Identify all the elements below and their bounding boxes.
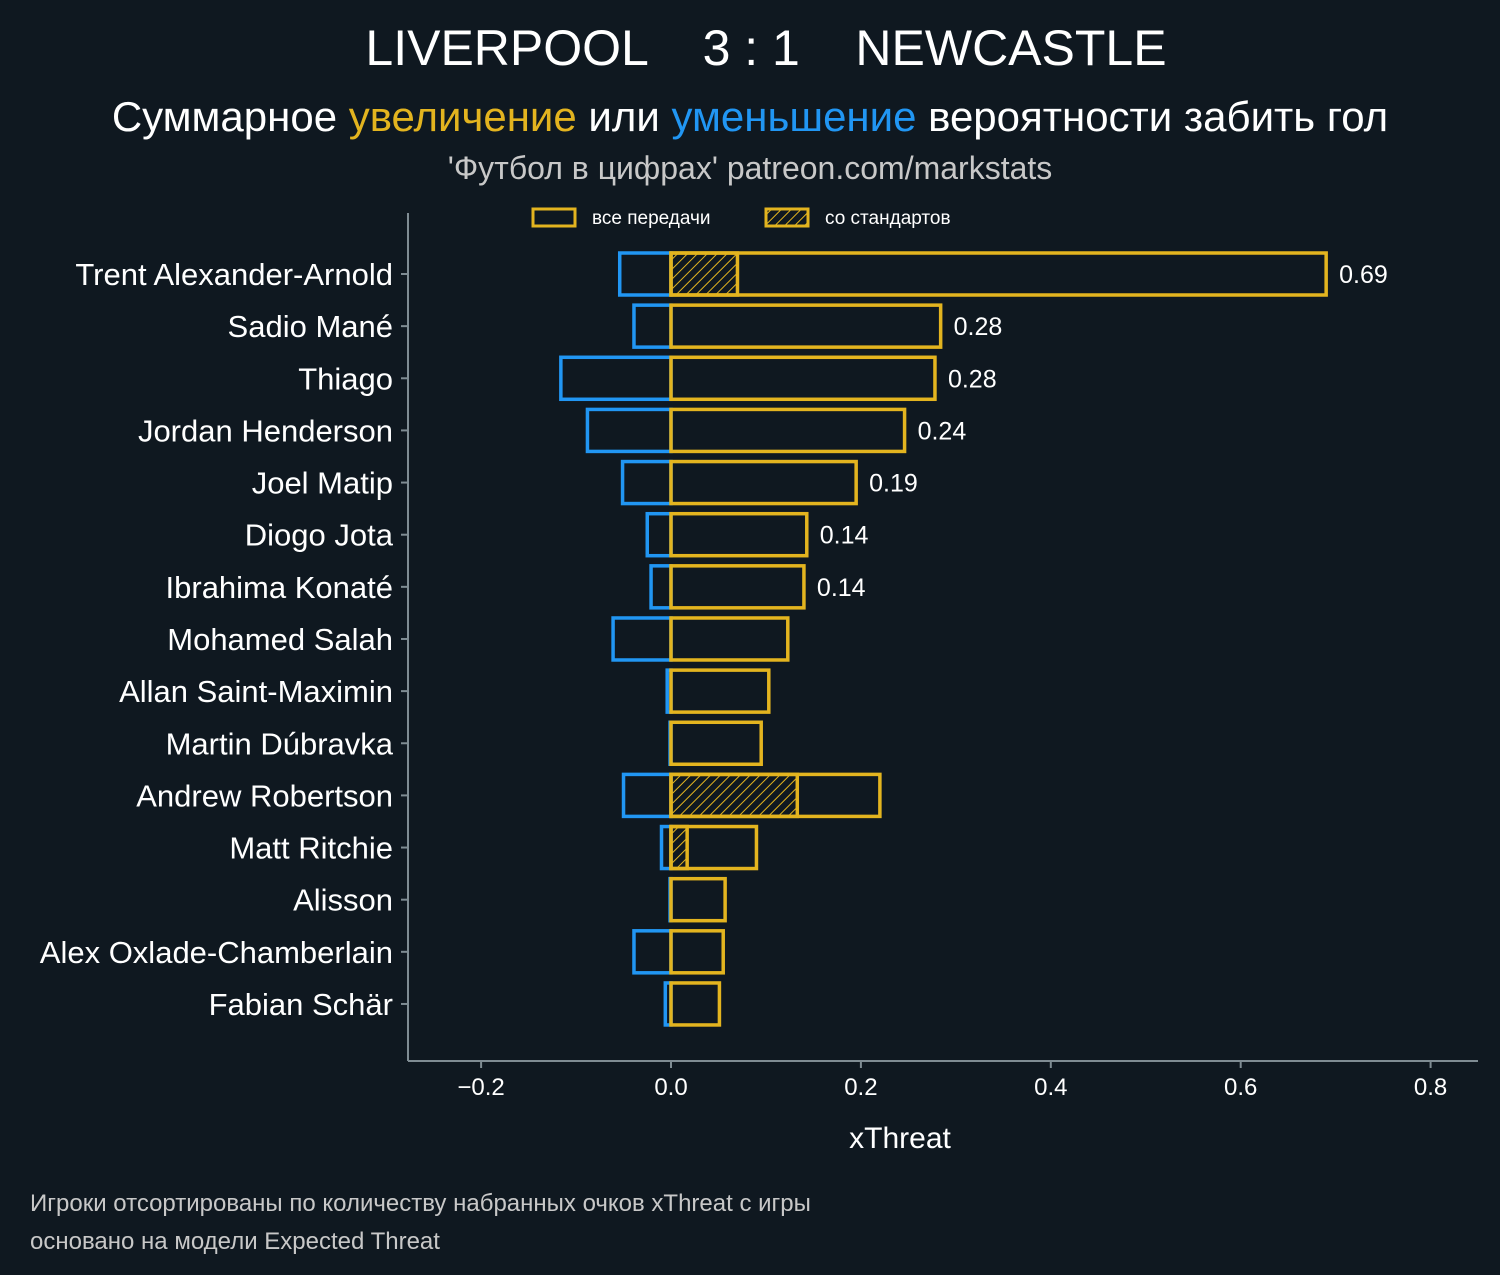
x-tick-label: 0.8 xyxy=(1414,1074,1447,1101)
axes-layer: Trent Alexander-Arnold Sadio Mané Thiago Jo… xyxy=(40,213,1478,1101)
y-tick-label: Diogo Jota xyxy=(245,518,394,553)
bar-all-passes xyxy=(669,720,763,767)
bar-all-passes xyxy=(669,355,937,402)
x-tick-label: 0.6 xyxy=(1224,1074,1257,1101)
y-tick-label: Ibrahima Konaté xyxy=(166,570,393,605)
subtitle-part-plain: вероятности забить гол xyxy=(916,93,1388,140)
chart-subtitle: Суммарное увеличение или уменьшение веро… xyxy=(112,93,1388,140)
y-tick-label: Trent Alexander-Arnold xyxy=(75,257,393,292)
value-label: 0.19 xyxy=(869,470,918,498)
legend-label-set-pieces: со стандартов xyxy=(825,208,951,229)
y-tick-label: Mohamed Salah xyxy=(167,622,393,657)
y-tick-label: Thiago xyxy=(298,361,393,396)
bar-decrease xyxy=(632,929,673,975)
value-label: 0.28 xyxy=(948,365,997,393)
x-tick-label: 0.2 xyxy=(844,1074,877,1101)
bar-decrease xyxy=(645,511,673,558)
x-tick-label: 0.0 xyxy=(654,1074,687,1101)
bar-decrease xyxy=(585,407,673,454)
chart-source: 'Футбол в цифрах' patreon.com/markstats xyxy=(448,150,1053,186)
bar-set-pieces xyxy=(669,772,800,819)
y-tick-label: Joel Matip xyxy=(252,466,393,501)
y-tick-label: Alex Oxlade-Chamberlain xyxy=(40,935,393,970)
x-tick-label: −0.2 xyxy=(457,1074,504,1101)
legend-swatch-all-passes xyxy=(531,207,577,228)
subtitle-part-increase: увеличение xyxy=(349,93,577,140)
legend: все передачи со стандартов xyxy=(531,207,951,229)
y-tick-label: Jordan Henderson xyxy=(138,413,393,448)
bar-all-passes xyxy=(669,303,943,349)
bar-all-passes xyxy=(669,459,858,506)
value-label: 0.14 xyxy=(820,522,869,550)
bar-decrease xyxy=(649,564,673,610)
bar-all-passes xyxy=(669,668,771,714)
bar-all-passes xyxy=(669,564,806,610)
subtitle-part-plain: Суммарное xyxy=(112,93,349,140)
value-label: 0.24 xyxy=(918,417,967,445)
bar-all-passes xyxy=(669,407,907,454)
y-tick-label: Fabian Schär xyxy=(209,987,393,1022)
y-tick-label: Allan Saint-Maximin xyxy=(119,674,393,709)
x-tick-label: 0.4 xyxy=(1034,1074,1067,1101)
bar-set-pieces xyxy=(669,824,689,871)
chart-title: LIVERPOOL 3 : 1 NEWCASTLE xyxy=(365,20,1166,76)
bars-layer: 0.690.280.280.240.190.140.14 xyxy=(559,251,1388,1027)
bar-all-passes xyxy=(669,616,790,662)
y-tick-label: Martin Dúbravka xyxy=(166,726,394,761)
bar-decrease xyxy=(621,772,673,819)
bar-all-passes xyxy=(669,876,727,923)
bar-all-passes xyxy=(669,251,1328,297)
subtitle-part-decrease: уменьшение xyxy=(672,93,917,140)
y-tick-label: Andrew Robertson xyxy=(136,778,393,813)
value-label: 0.28 xyxy=(954,313,1003,341)
bar-decrease xyxy=(620,459,673,506)
y-tick-label: Alisson xyxy=(293,883,393,918)
bar-decrease xyxy=(632,303,673,349)
subtitle-part-plain: или xyxy=(577,93,672,140)
y-tick-label: Matt Ritchie xyxy=(229,831,393,866)
bar-all-passes xyxy=(669,929,725,975)
bar-all-passes xyxy=(669,511,809,558)
y-tick-label: Sadio Mané xyxy=(228,309,393,344)
bar-decrease xyxy=(611,616,673,662)
bar-all-passes xyxy=(669,772,882,819)
bar-all-passes xyxy=(669,981,722,1027)
bar-decrease xyxy=(559,355,673,402)
bar-all-passes xyxy=(669,824,759,871)
bar-decrease xyxy=(617,251,673,297)
x-axis-label: xThreat xyxy=(849,1122,951,1155)
legend-swatch-set-pieces xyxy=(764,207,810,228)
bar-set-pieces xyxy=(669,251,740,297)
value-label: 0.69 xyxy=(1339,261,1388,289)
footer-note-line1: Игроки отсортированы по количеству набра… xyxy=(30,1190,811,1217)
value-label: 0.14 xyxy=(817,574,866,602)
legend-label-all-passes: все передачи xyxy=(592,208,711,229)
footer-note-line2: основано на модели Expected Threat xyxy=(30,1228,440,1255)
